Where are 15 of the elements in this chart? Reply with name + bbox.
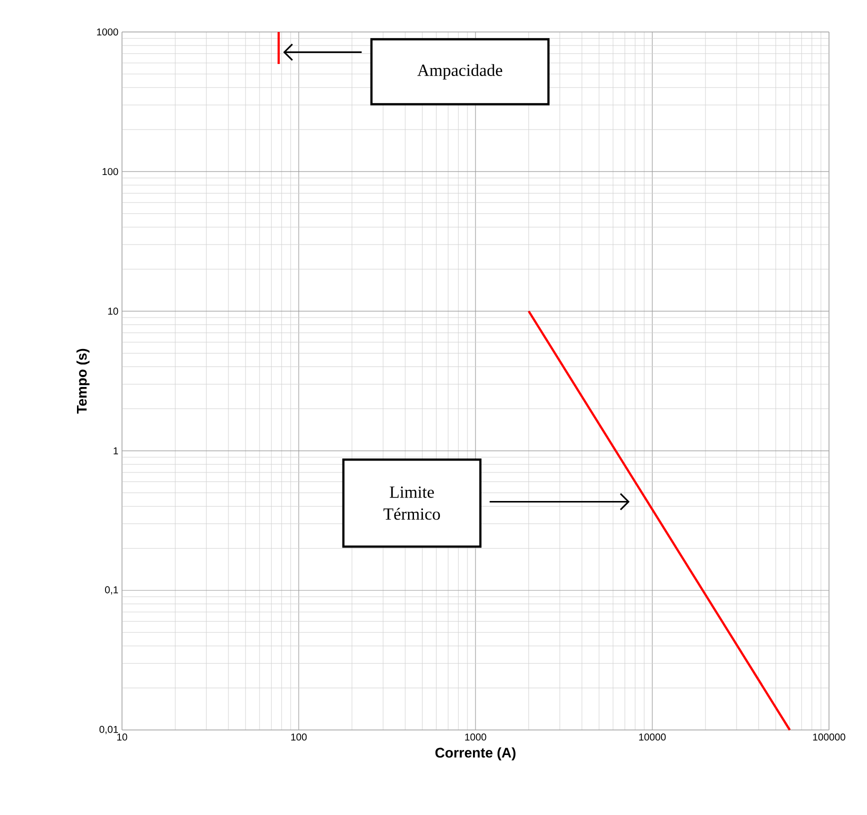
annotation: Ampacidade: [417, 64, 502, 80]
y-tick-label: 0,1: [105, 586, 118, 595]
x-tick-label: 100: [291, 734, 307, 741]
x-axis-title: Corrente (A): [435, 747, 516, 760]
x-tick-label: 10000: [639, 734, 666, 741]
y-tick-label: 1000: [97, 28, 118, 36]
x-tick-label: 1000: [465, 734, 486, 741]
y-tick-label: 100: [102, 168, 118, 176]
y-tick-label: 1: [114, 447, 118, 454]
annotation: Limite Térmico: [384, 486, 440, 520]
x-tick-label: 10: [117, 734, 128, 741]
y-tick-label: 0,01: [99, 726, 118, 734]
y-tick-label: 10: [108, 308, 118, 315]
x-tick-label: 100000: [813, 734, 846, 741]
y-axis-title: Tempo (s): [76, 348, 90, 414]
